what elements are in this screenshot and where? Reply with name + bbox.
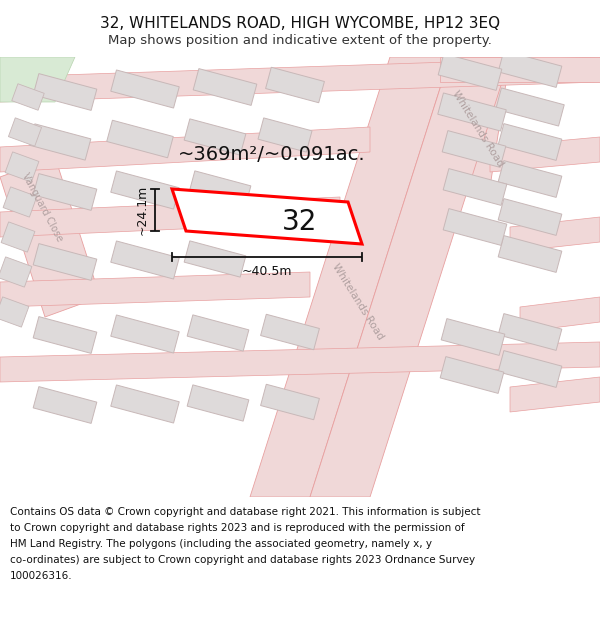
Polygon shape xyxy=(0,127,370,172)
Polygon shape xyxy=(266,68,325,102)
Text: 100026316.: 100026316. xyxy=(10,571,73,581)
Polygon shape xyxy=(498,314,562,351)
Polygon shape xyxy=(310,57,510,497)
Text: Whitelands Road: Whitelands Road xyxy=(331,262,385,342)
Polygon shape xyxy=(187,385,249,421)
Polygon shape xyxy=(33,74,97,111)
Polygon shape xyxy=(498,351,562,388)
Polygon shape xyxy=(260,384,319,420)
Text: ~24.1m: ~24.1m xyxy=(136,185,149,235)
Text: to Crown copyright and database rights 2023 and is reproduced with the permissio: to Crown copyright and database rights 2… xyxy=(10,523,464,533)
Polygon shape xyxy=(438,93,506,131)
Polygon shape xyxy=(0,57,600,102)
Polygon shape xyxy=(111,315,179,353)
Polygon shape xyxy=(442,131,506,168)
Polygon shape xyxy=(498,161,562,198)
Polygon shape xyxy=(0,342,600,382)
Polygon shape xyxy=(12,84,44,110)
Polygon shape xyxy=(5,152,39,182)
Polygon shape xyxy=(498,199,562,236)
Polygon shape xyxy=(1,222,35,252)
Polygon shape xyxy=(111,171,179,209)
Polygon shape xyxy=(33,387,97,423)
Polygon shape xyxy=(490,137,600,172)
Polygon shape xyxy=(510,217,600,252)
Text: Map shows position and indicative extent of the property.: Map shows position and indicative extent… xyxy=(108,34,492,48)
Text: 32, WHITELANDS ROAD, HIGH WYCOMBE, HP12 3EQ: 32, WHITELANDS ROAD, HIGH WYCOMBE, HP12 … xyxy=(100,16,500,31)
Text: co-ordinates) are subject to Crown copyright and database rights 2023 Ordnance S: co-ordinates) are subject to Crown copyr… xyxy=(10,555,475,565)
Polygon shape xyxy=(438,54,502,91)
Polygon shape xyxy=(187,315,249,351)
Polygon shape xyxy=(111,70,179,108)
Polygon shape xyxy=(250,57,450,497)
Polygon shape xyxy=(107,120,173,158)
Polygon shape xyxy=(0,272,310,307)
Polygon shape xyxy=(440,357,504,393)
Polygon shape xyxy=(193,69,257,106)
Text: Contains OS data © Crown copyright and database right 2021. This information is : Contains OS data © Crown copyright and d… xyxy=(10,507,481,517)
Polygon shape xyxy=(443,169,507,206)
Polygon shape xyxy=(260,314,319,350)
Polygon shape xyxy=(440,57,600,82)
Text: ~40.5m: ~40.5m xyxy=(242,265,292,278)
Polygon shape xyxy=(111,241,179,279)
Polygon shape xyxy=(498,236,562,272)
Text: Vanguard Close: Vanguard Close xyxy=(20,171,64,243)
Polygon shape xyxy=(0,197,340,237)
Polygon shape xyxy=(498,51,562,88)
Text: ~369m²/~0.091ac.: ~369m²/~0.091ac. xyxy=(178,146,365,164)
Polygon shape xyxy=(8,118,41,146)
Text: HM Land Registry. The polygons (including the associated geometry, namely x, y: HM Land Registry. The polygons (includin… xyxy=(10,539,432,549)
Polygon shape xyxy=(33,317,97,353)
Polygon shape xyxy=(3,187,37,217)
Polygon shape xyxy=(0,57,75,102)
Polygon shape xyxy=(0,157,100,317)
Polygon shape xyxy=(111,385,179,423)
Polygon shape xyxy=(520,297,600,332)
Polygon shape xyxy=(0,257,32,287)
Polygon shape xyxy=(498,124,562,161)
Polygon shape xyxy=(29,124,91,160)
Polygon shape xyxy=(172,189,362,244)
Polygon shape xyxy=(510,377,600,412)
Polygon shape xyxy=(428,57,510,187)
Polygon shape xyxy=(0,297,29,327)
Polygon shape xyxy=(33,244,97,281)
Polygon shape xyxy=(258,118,312,152)
Polygon shape xyxy=(441,319,505,356)
Polygon shape xyxy=(496,88,564,126)
Polygon shape xyxy=(184,241,246,277)
Text: Whitelands Road: Whitelands Road xyxy=(451,89,505,169)
Polygon shape xyxy=(443,209,507,246)
Text: 32: 32 xyxy=(283,208,317,236)
Polygon shape xyxy=(184,119,246,155)
Polygon shape xyxy=(189,171,251,207)
Polygon shape xyxy=(33,174,97,211)
